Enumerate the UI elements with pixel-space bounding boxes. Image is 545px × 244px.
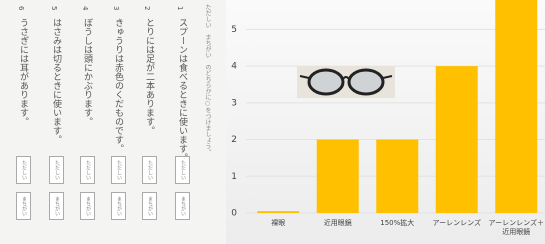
chart: 0 1 2 3 4 5: [0, 0, 545, 244]
bar: [495, 0, 537, 213]
bar: [317, 140, 359, 213]
x-tick-label: 裸眼: [249, 219, 307, 228]
glasses-photo: [297, 66, 395, 98]
y-tick-label: 2: [231, 135, 237, 145]
y-tick-label: 0: [231, 209, 237, 219]
y-tick-label: 4: [231, 62, 237, 72]
y-tick-label: 5: [231, 25, 237, 35]
x-tick-label: 150%拡大: [368, 219, 426, 228]
bar: [436, 66, 478, 213]
page: ただしい まちがい のどちらかに○をつけましょう。 1スプーンは食べるときに使い…: [0, 0, 545, 244]
y-tick-label: 3: [231, 98, 237, 108]
bar: [376, 140, 418, 213]
bar: [257, 211, 299, 213]
x-tick-label: アーレンレンズ＋近用眼鏡: [487, 219, 545, 237]
x-tick-label: アーレンレンズ: [428, 219, 486, 228]
y-tick-label: 1: [231, 172, 237, 182]
x-tick-label: 近用眼鏡: [309, 219, 367, 228]
